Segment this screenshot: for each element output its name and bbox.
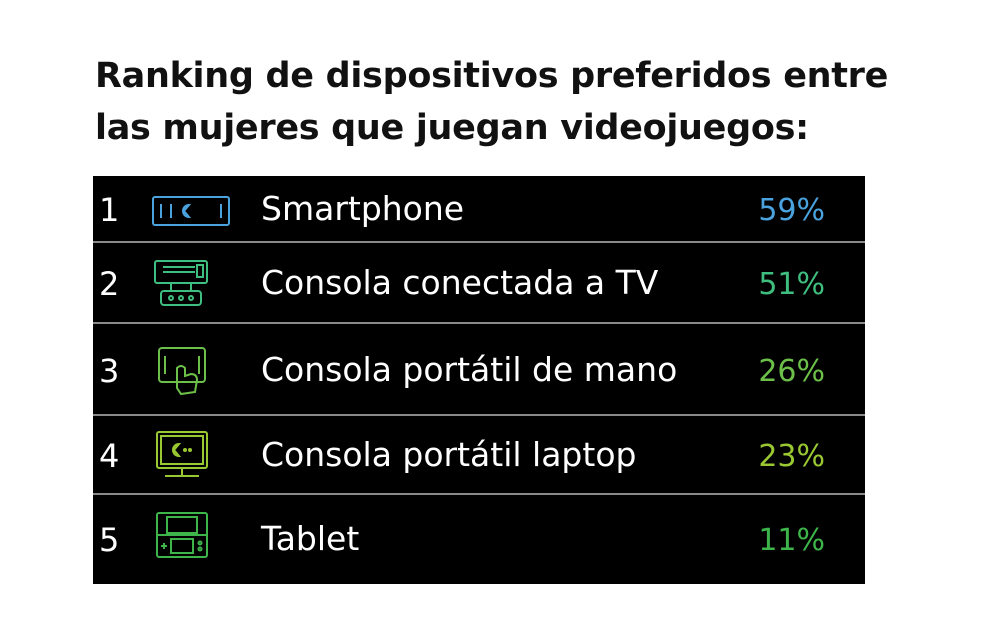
table-row: 5 Tablet 11% (93, 495, 865, 584)
laptop-console-icon (156, 431, 208, 477)
ranking-table: 1 Smartphone 59% 2 (93, 176, 865, 584)
row-rank: 1 (99, 191, 120, 229)
row-value: 26% (758, 354, 825, 389)
row-rank: 3 (99, 352, 120, 390)
row-label: Tablet (261, 519, 360, 558)
table-row: 4 Consola portátil laptop 23% (93, 416, 865, 495)
chart-title: Ranking de dispositivos preferidos entre… (95, 50, 955, 154)
row-rank: 5 (99, 521, 120, 559)
row-label: Consola conectada a TV (261, 263, 659, 302)
row-label: Consola portátil laptop (261, 435, 637, 474)
tv-console-icon (154, 260, 208, 306)
row-label: Consola portátil de mano (261, 350, 678, 389)
smartphone-icon (152, 196, 230, 226)
handheld-console-icon (158, 347, 206, 396)
chart-title-line-2: las mujeres que juegan videojuegos: (95, 108, 809, 148)
row-label: Smartphone (261, 189, 465, 228)
table-row: 1 Smartphone 59% (93, 176, 865, 243)
table-row: 2 Consola conectada a TV 51% (93, 243, 865, 324)
row-value: 59% (758, 193, 825, 228)
table-row: 3 Consola portátil de mano 26% (93, 324, 865, 416)
tablet-icon (156, 512, 208, 558)
row-rank: 4 (99, 437, 120, 475)
chart-title-line-1: Ranking de dispositivos preferidos entre (95, 56, 889, 96)
row-rank: 2 (99, 265, 120, 303)
row-value: 51% (758, 267, 825, 302)
row-value: 23% (758, 439, 825, 474)
row-value: 11% (758, 523, 825, 558)
